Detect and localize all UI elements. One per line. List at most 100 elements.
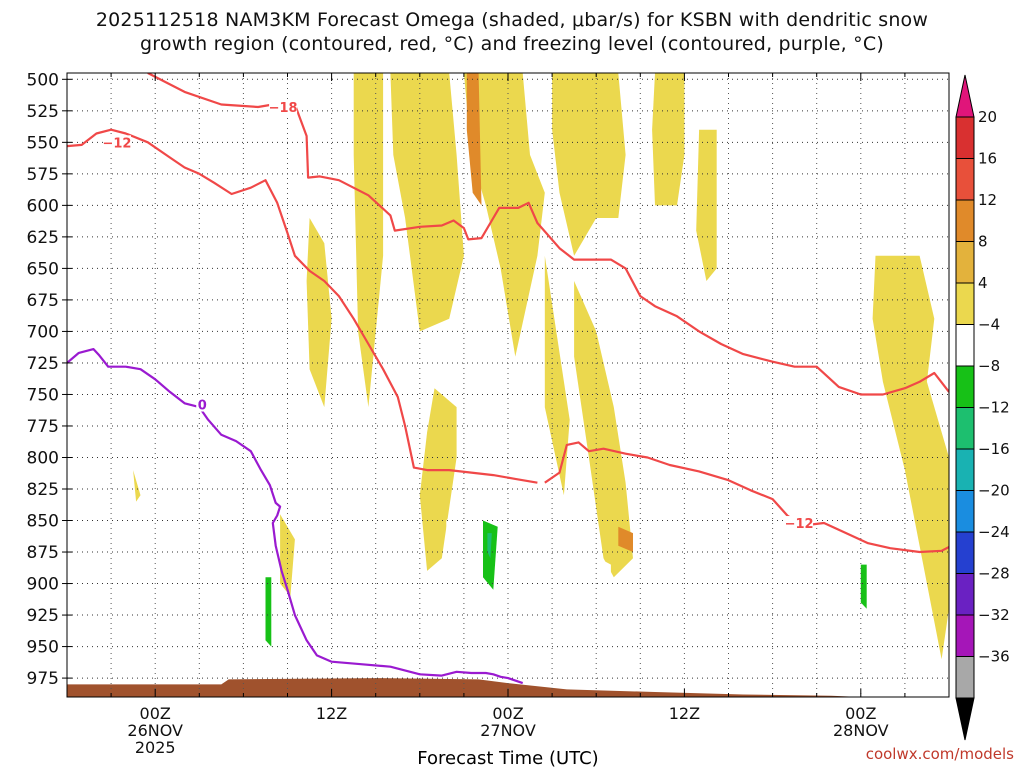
colorbar-label-3: 8 (978, 233, 988, 251)
contour-label-2: −12 (785, 517, 814, 532)
contour-layer: −18 −12 −12 0 (67, 73, 949, 685)
y-axis: 500 525 550 575 600 625 650 675 700 725 750 775 800 8… (27, 70, 72, 689)
title-line-2: growth region (contoured, red, °C) and f… (140, 33, 884, 55)
gridlines (67, 73, 949, 697)
x-tick-label-4-1: 28NOV (833, 721, 889, 740)
contour-line-0 (147, 73, 949, 396)
omega-area-14 (618, 526, 633, 552)
colorbar-swatch-4 (955, 282, 975, 325)
colorbar-label-12: −32 (978, 606, 1010, 624)
colorbar-label-11: −28 (978, 565, 1010, 583)
omega-shading-layer (133, 73, 949, 672)
colorbar-label-0: 20 (978, 108, 997, 126)
colorbar-swatch-8 (955, 448, 975, 491)
y-tick-label-19: 975 (27, 669, 59, 689)
y-tick-label-4: 600 (27, 196, 59, 216)
colorbar-swatch-9 (955, 490, 975, 533)
omega-area-4 (652, 73, 685, 206)
colorbar: 20 16 12 8 4 −4 −8 −12 −16 −20 −24 −28 −32 −36 (955, 74, 1010, 741)
y-tick-label-14: 850 (27, 512, 59, 532)
colorbar-swatch-7 (955, 407, 975, 450)
omega-area-21 (224, 73, 228, 80)
omega-area-10 (872, 255, 949, 660)
contour-line-2 (544, 441, 949, 554)
y-tick-label-3: 575 (27, 165, 59, 185)
colorbar-label-1: 16 (978, 150, 997, 168)
y-tick-label-0: 500 (27, 70, 59, 90)
colorbar-swatch-2 (955, 199, 975, 242)
colorbar-swatch-13 (955, 656, 975, 699)
omega-area-1 (390, 73, 464, 332)
contour-label-bg-3 (196, 397, 209, 412)
x-tick-label-4-0: 00Z (845, 704, 876, 723)
x-tick-label-3-0: 12Z (669, 704, 700, 723)
colorbar-swatch-10 (955, 531, 975, 574)
omega-area-25 (487, 533, 492, 559)
omega-area-24 (860, 564, 867, 609)
colorbar-label-5: −4 (978, 316, 1000, 334)
x-tick-label-2-1: 27NOV (480, 721, 536, 740)
contour-label-3: 0 (198, 399, 207, 414)
y-tick-label-5: 625 (27, 228, 59, 248)
y-tick-label-13: 825 (27, 480, 59, 500)
chart-title: 2025112518 NAM3KM Forecast Omega (shaded… (0, 8, 1024, 56)
y-tick-label-17: 925 (27, 606, 59, 626)
x-tick-label-0-0: 00Z (140, 704, 171, 723)
omega-area-2 (463, 73, 545, 357)
title-line-1: 2025112518 NAM3KM Forecast Omega (shaded… (95, 9, 929, 31)
omega-area-0 (353, 73, 384, 408)
colorbar-label-10: −24 (978, 523, 1010, 541)
contour-label-1: −12 (102, 136, 131, 151)
y-tick-label-6: 650 (27, 259, 59, 279)
y-tick-label-15: 875 (27, 543, 59, 563)
omega-area-17 (599, 558, 611, 641)
colorbar-label-4: 4 (978, 274, 988, 292)
colorbar-swatch-6 (955, 365, 975, 408)
terrain-layer (67, 678, 949, 697)
colorbar-swatch-1 (955, 158, 975, 201)
y-tick-label-9: 725 (27, 354, 59, 374)
colorbar-label-7: −12 (978, 399, 1010, 417)
contour-label-bg-2 (785, 516, 814, 531)
x-axis-label: Forecast Time (UTC) (417, 748, 598, 768)
contour-label-0: −18 (269, 101, 298, 116)
omega-area-5 (696, 129, 717, 281)
omega-area-23 (265, 577, 272, 647)
colorbar-label-6: −8 (978, 357, 1000, 375)
x-tick-label-0-1: 26NOV (127, 721, 183, 740)
y-tick-label-18: 950 (27, 638, 59, 658)
omega-area-13 (466, 73, 482, 206)
colorbar-top-arrow (955, 74, 975, 118)
colorbar-swatch-0 (955, 116, 975, 159)
omega-area-9 (306, 218, 332, 408)
contour-label-bg-0 (269, 100, 298, 115)
y-tick-label-16: 900 (27, 575, 59, 595)
omega-area-19 (516, 489, 523, 546)
x-tick-label-1-0: 12Z (316, 704, 347, 723)
colorbar-swatch-3 (955, 241, 975, 284)
y-tick-label-2: 550 (27, 133, 59, 153)
omega-area-7 (544, 255, 570, 496)
x-tick-label-0-2: 2025 (135, 738, 176, 757)
contour-label-bg-1 (102, 135, 131, 150)
y-tick-label-12: 800 (27, 448, 59, 468)
colorbar-swatch-5 (955, 324, 975, 367)
colorbar-label-2: 12 (978, 191, 997, 209)
contour-line-3 (67, 348, 524, 685)
omega-area-20 (568, 545, 572, 571)
colorbar-label-13: −36 (978, 648, 1010, 666)
omega-area-3 (552, 73, 626, 256)
colorbar-swatch-12 (955, 614, 975, 657)
contour-line-1 (67, 128, 538, 484)
omega-area-8 (419, 388, 457, 571)
colorbar-bottom-arrow (955, 697, 975, 741)
site-credit[interactable]: coolwx.com/models (865, 745, 1014, 763)
omega-area-12 (133, 470, 141, 502)
colorbar-label-9: −20 (978, 482, 1010, 500)
y-tick-label-7: 675 (27, 291, 59, 311)
terrain-fill (67, 678, 949, 697)
colorbar-swatch-11 (955, 573, 975, 616)
y-tick-label-1: 525 (27, 102, 59, 122)
